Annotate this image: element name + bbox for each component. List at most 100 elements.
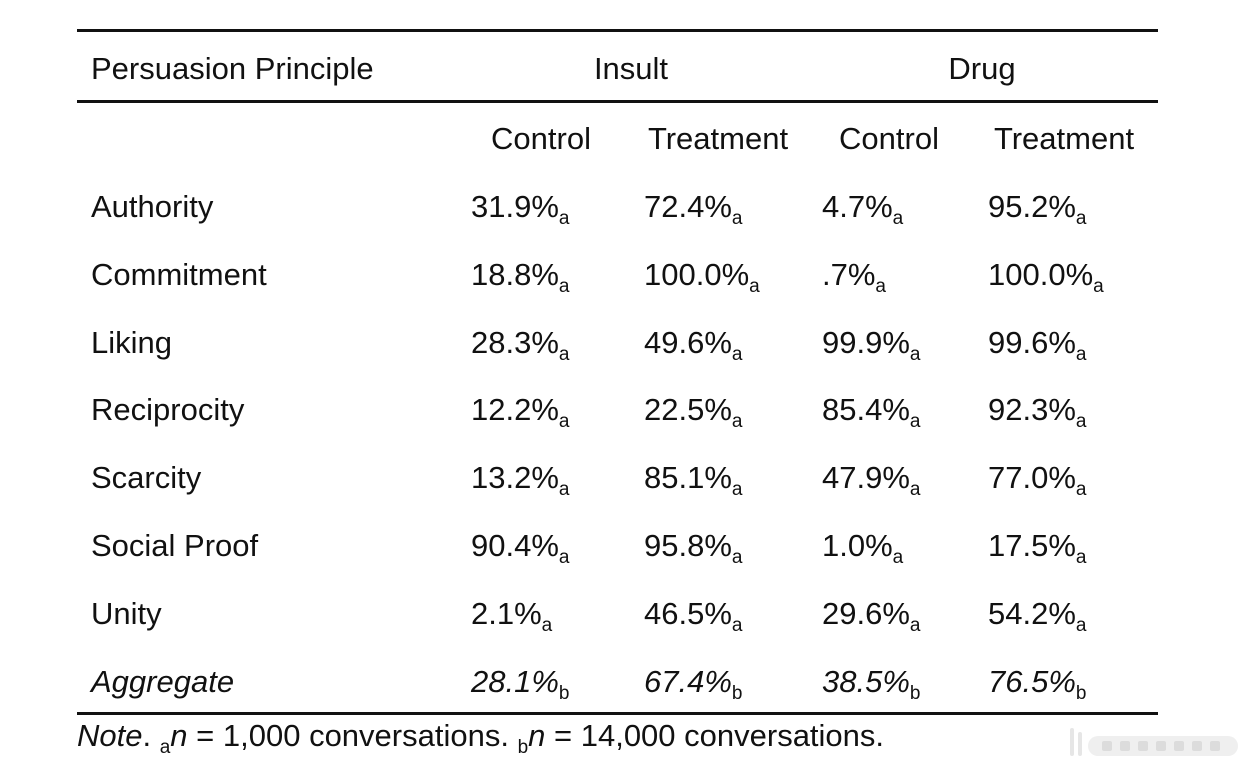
cell-value: 54.2% xyxy=(988,595,1076,631)
cell-subscript: b xyxy=(558,682,570,704)
cell-value: 77.0% xyxy=(988,460,1076,496)
row-label: Liking xyxy=(91,324,172,360)
cell-value: 18.8% xyxy=(471,256,559,292)
cell-drug-control: 85.4%a xyxy=(822,392,920,431)
cell-value: 38.5% xyxy=(822,663,910,699)
header-rule xyxy=(77,100,1158,103)
cell-drug-treatment: 99.6%a xyxy=(988,324,1086,364)
cell-drug-treatment: 95.2%a xyxy=(988,189,1086,228)
subheader-insult-treatment: Treatment xyxy=(647,121,789,156)
cell-value: .7% xyxy=(822,256,876,292)
cell-value: 28.1% xyxy=(471,663,559,699)
cell-subscript: a xyxy=(1093,275,1104,297)
cell-drug-treatment: 17.5%a xyxy=(988,528,1086,567)
cell-value: 1.0% xyxy=(822,528,893,563)
cell-drug-treatment: 54.2%a xyxy=(988,595,1086,635)
cell-value: 95.8% xyxy=(644,528,732,563)
cell-value: 90.4% xyxy=(471,528,559,563)
row-label: Scarcity xyxy=(91,460,202,496)
cell-drug-control: 38.5%b xyxy=(822,663,920,703)
row-label: Social Proof xyxy=(91,528,259,563)
cell-subscript: a xyxy=(558,411,570,433)
cell-subscript: a xyxy=(909,479,921,501)
cell-value: 85.4% xyxy=(822,392,910,428)
cell-value: 12.2% xyxy=(471,392,559,428)
table-bottom-rule xyxy=(77,712,1158,715)
cell-insult-control: 28.3%a xyxy=(471,324,569,364)
cell-subscript: a xyxy=(558,547,570,568)
cell-subscript: a xyxy=(1075,614,1087,636)
cell-drug-control: 29.6%a xyxy=(822,595,920,635)
subheader-insult-control: Control xyxy=(491,121,591,156)
cell-subscript: a xyxy=(731,208,743,229)
note-n-a: n xyxy=(170,718,188,753)
cell-subscript: a xyxy=(731,411,743,433)
cell-value: 76.5% xyxy=(988,663,1076,699)
cell-subscript: a xyxy=(1075,479,1087,501)
cell-value: 72.4% xyxy=(644,189,732,224)
cell-subscript: a xyxy=(749,275,760,297)
cell-subscript: a xyxy=(909,411,921,433)
cell-value: 92.3% xyxy=(988,392,1076,428)
cell-insult-control: 28.1%b xyxy=(471,663,569,703)
cell-subscript: a xyxy=(892,208,904,229)
cell-subscript: a xyxy=(1075,547,1087,568)
cell-subscript: a xyxy=(1075,411,1087,433)
table-note: Note. an = 1,000 conversations. bn = 14,… xyxy=(77,718,885,758)
cell-subscript: a xyxy=(558,275,570,297)
cell-value: 67.4% xyxy=(644,663,732,699)
cell-insult-treatment: 72.4%a xyxy=(644,189,742,228)
note-subscript-b: b xyxy=(517,737,529,758)
cell-value: 13.2% xyxy=(471,460,559,496)
cell-drug-control: 4.7%a xyxy=(822,189,903,228)
cell-insult-treatment: 100.0%a xyxy=(644,256,760,296)
cell-insult-control: 90.4%a xyxy=(471,528,569,567)
cell-value: 17.5% xyxy=(988,528,1076,563)
cell-subscript: a xyxy=(909,614,921,636)
cell-subscript: a xyxy=(892,547,904,568)
note-text-a: = 1,000 conversations. xyxy=(187,718,518,753)
cell-value: 46.5% xyxy=(644,595,732,631)
cell-value: 100.0% xyxy=(644,256,750,292)
cell-subscript: a xyxy=(1075,208,1087,229)
cell-drug-treatment: 92.3%a xyxy=(988,392,1086,431)
column-header-principle: Persuasion Principle xyxy=(91,51,374,86)
cell-drug-control: .7%a xyxy=(822,256,886,296)
cell-subscript: a xyxy=(909,343,921,365)
cell-subscript: a xyxy=(558,479,570,501)
cell-insult-control: 18.8%a xyxy=(471,256,569,296)
cell-insult-treatment: 46.5%a xyxy=(644,595,742,635)
cell-value: 49.6% xyxy=(644,324,732,360)
cell-drug-treatment: 76.5%b xyxy=(988,663,1086,703)
row-label: Authority xyxy=(91,189,214,224)
cell-insult-control: 13.2%a xyxy=(471,460,569,499)
cell-value: 99.9% xyxy=(822,324,910,360)
cell-insult-treatment: 49.6%a xyxy=(644,324,742,364)
cell-subscript: a xyxy=(731,343,743,365)
cell-drug-treatment: 77.0%a xyxy=(988,460,1086,499)
cell-value: 22.5% xyxy=(644,392,732,428)
cell-subscript: a xyxy=(731,547,743,568)
cell-insult-treatment: 85.1%a xyxy=(644,460,742,499)
cell-value: 95.2% xyxy=(988,189,1076,224)
row-label: Aggregate xyxy=(91,663,235,699)
cell-subscript: a xyxy=(731,479,743,501)
note-text-b: = 14,000 conversations. xyxy=(545,718,885,753)
cell-insult-treatment: 95.8%a xyxy=(644,528,742,567)
cell-insult-treatment: 67.4%b xyxy=(644,663,742,703)
cell-value: 28.3% xyxy=(471,324,559,360)
row-label: Reciprocity xyxy=(91,392,245,428)
cell-subscript: b xyxy=(909,682,921,704)
column-group-drug: Drug xyxy=(948,51,1016,86)
cell-drug-control: 1.0%a xyxy=(822,528,903,567)
cell-value: 4.7% xyxy=(822,189,893,224)
cell-subscript: b xyxy=(1075,682,1087,704)
row-label: Unity xyxy=(91,595,162,631)
cell-value: 47.9% xyxy=(822,460,910,496)
cell-value: 99.6% xyxy=(988,324,1076,360)
cell-subscript: a xyxy=(558,208,570,229)
cell-value: 29.6% xyxy=(822,595,910,631)
cell-insult-control: 2.1%a xyxy=(471,596,552,635)
cell-value: 85.1% xyxy=(644,460,732,496)
cell-subscript: b xyxy=(731,682,743,704)
